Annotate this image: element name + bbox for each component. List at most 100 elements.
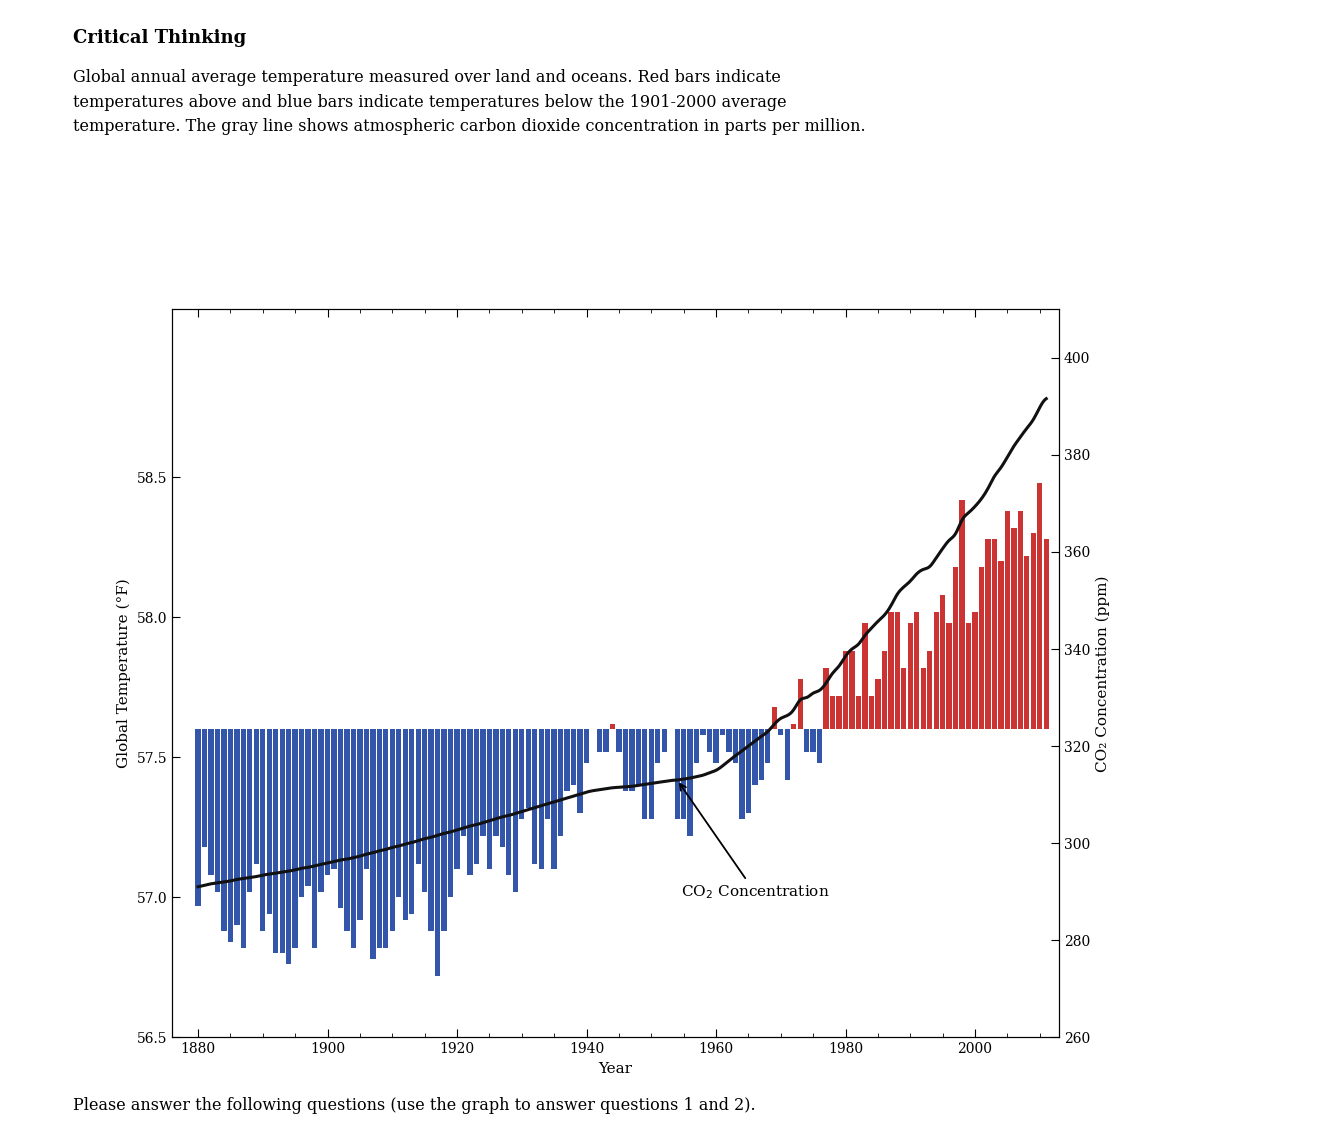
Bar xyxy=(564,729,569,791)
Bar xyxy=(992,539,997,729)
Bar xyxy=(902,668,907,729)
Bar xyxy=(338,729,343,909)
Bar xyxy=(389,729,395,931)
Bar xyxy=(234,729,240,925)
Bar xyxy=(888,612,894,729)
Bar xyxy=(1005,511,1010,729)
Bar xyxy=(752,729,757,785)
Bar xyxy=(869,696,874,729)
Bar xyxy=(461,729,466,835)
Bar xyxy=(344,729,350,931)
Bar xyxy=(228,729,233,942)
Bar xyxy=(552,729,557,869)
Bar xyxy=(422,729,428,892)
Bar xyxy=(779,729,784,735)
Bar xyxy=(649,729,654,818)
Bar xyxy=(720,729,726,735)
Y-axis label: Global Temperature (°F): Global Temperature (°F) xyxy=(117,579,131,768)
Bar xyxy=(604,729,609,752)
Bar xyxy=(1030,533,1035,729)
Bar xyxy=(998,562,1004,729)
Bar xyxy=(745,729,751,814)
Bar xyxy=(306,729,311,886)
Bar xyxy=(895,612,900,729)
Bar xyxy=(616,729,621,752)
Bar xyxy=(324,729,330,874)
Bar xyxy=(727,729,732,752)
Y-axis label: CO₂ Concentration (ppm): CO₂ Concentration (ppm) xyxy=(1096,575,1111,771)
Bar xyxy=(383,729,388,948)
Bar xyxy=(454,729,459,869)
Bar xyxy=(467,729,473,874)
Text: CO$_2$ Concentration: CO$_2$ Concentration xyxy=(681,784,829,901)
Bar xyxy=(849,651,855,729)
Bar xyxy=(279,729,285,953)
Bar xyxy=(208,729,213,874)
Bar xyxy=(481,729,486,835)
Text: Critical Thinking: Critical Thinking xyxy=(73,29,246,47)
Bar xyxy=(908,623,914,729)
Bar xyxy=(221,729,226,931)
Bar xyxy=(972,612,977,729)
Bar xyxy=(312,729,318,948)
Bar xyxy=(254,729,260,864)
Bar xyxy=(622,729,628,791)
Bar xyxy=(584,729,589,763)
Bar xyxy=(985,539,990,729)
Bar xyxy=(714,729,719,763)
Bar xyxy=(371,729,376,959)
Bar xyxy=(441,729,446,931)
Bar xyxy=(201,729,207,847)
Bar xyxy=(214,729,220,892)
Bar xyxy=(843,651,849,729)
Bar xyxy=(785,729,790,779)
Bar xyxy=(526,729,531,808)
Bar xyxy=(804,729,809,752)
Bar xyxy=(855,696,861,729)
Bar xyxy=(196,729,201,905)
Bar xyxy=(790,723,796,729)
Bar xyxy=(830,696,835,729)
Bar xyxy=(940,595,945,729)
Bar xyxy=(817,729,822,763)
Bar xyxy=(532,729,538,864)
Bar xyxy=(772,707,777,729)
Bar xyxy=(875,678,880,729)
Bar xyxy=(331,729,336,869)
Bar xyxy=(436,729,441,975)
Bar xyxy=(707,729,712,752)
Bar xyxy=(416,729,421,864)
Bar xyxy=(396,729,401,897)
Bar xyxy=(1018,511,1023,729)
Bar xyxy=(241,729,246,948)
Bar xyxy=(494,729,499,835)
X-axis label: Year: Year xyxy=(598,1061,633,1076)
Bar xyxy=(448,729,453,897)
Bar xyxy=(797,678,802,729)
Bar xyxy=(597,729,602,752)
Bar xyxy=(765,729,771,763)
Bar xyxy=(351,729,356,948)
Bar xyxy=(357,729,363,919)
Bar xyxy=(474,729,479,864)
Bar xyxy=(947,623,952,729)
Bar xyxy=(810,729,816,752)
Bar xyxy=(681,729,686,818)
Bar xyxy=(1043,539,1049,729)
Bar xyxy=(286,729,291,964)
Bar xyxy=(882,651,887,729)
Bar xyxy=(260,729,265,931)
Bar xyxy=(545,729,551,818)
Bar xyxy=(512,729,518,892)
Bar xyxy=(687,729,692,835)
Bar xyxy=(636,729,641,785)
Bar xyxy=(933,612,939,729)
Bar xyxy=(732,729,737,763)
Bar xyxy=(759,729,764,779)
Bar xyxy=(837,696,842,729)
Bar xyxy=(642,729,647,818)
Bar xyxy=(429,729,434,931)
Bar xyxy=(577,729,583,814)
Bar xyxy=(927,651,932,729)
Bar xyxy=(499,729,504,847)
